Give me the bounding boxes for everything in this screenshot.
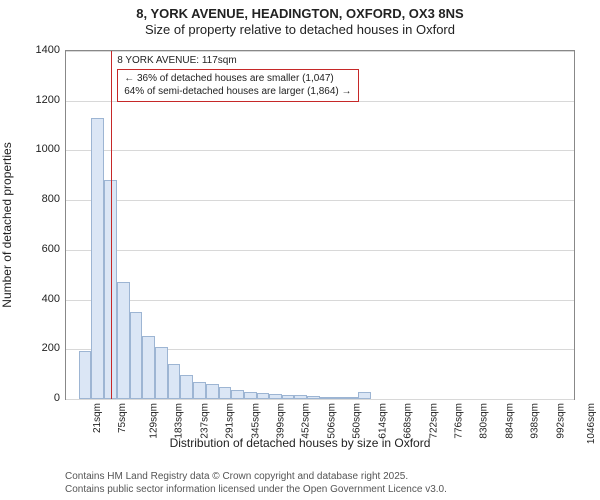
property-marker-line [111, 51, 112, 399]
x-tick-label: 237sqm [199, 403, 210, 439]
annotation-box: ← 36% of detached houses are smaller (1,… [117, 69, 358, 102]
footer-line-1: Contains HM Land Registry data © Crown c… [65, 471, 447, 484]
histogram-bar [206, 384, 219, 399]
y-tick-label: 400 [10, 293, 60, 305]
x-tick-label: 1046sqm [586, 403, 597, 444]
histogram-bar [168, 364, 181, 399]
x-tick-label: 884sqm [504, 403, 515, 439]
histogram-bar [257, 393, 270, 399]
y-tick-label: 600 [10, 243, 60, 255]
histogram-bar [219, 387, 232, 399]
histogram-bar [193, 382, 206, 399]
x-tick-label: 452sqm [301, 403, 312, 439]
histogram-bar [307, 396, 320, 399]
x-tick-label: 75sqm [117, 403, 128, 433]
x-tick-label: 560sqm [352, 403, 363, 439]
y-tick-label: 1200 [10, 94, 60, 106]
y-tick-label: 1000 [10, 143, 60, 155]
annotation-line-1: ← 36% of detached houses are smaller (1,… [124, 73, 351, 86]
histogram-bar [282, 395, 295, 399]
annotation-line-2: 64% of semi-detached houses are larger (… [124, 86, 351, 99]
y-tick-label: 1400 [10, 44, 60, 56]
x-tick-label: 776sqm [454, 403, 465, 439]
histogram-bar [244, 392, 257, 399]
histogram-bar [231, 390, 244, 399]
x-tick-label: 291sqm [225, 403, 236, 439]
histogram-bar [142, 336, 155, 399]
histogram-bar [332, 397, 345, 399]
histogram-bar [358, 392, 371, 399]
x-tick-label: 183sqm [174, 403, 185, 439]
histogram-bar [117, 282, 130, 399]
histogram-bar [320, 397, 333, 399]
histogram-bar [91, 118, 104, 399]
x-tick-label: 129sqm [148, 403, 159, 439]
x-tick-label: 345sqm [250, 403, 261, 439]
histogram-bar [79, 351, 92, 399]
page-subtitle: Size of property relative to detached ho… [0, 22, 600, 37]
x-tick-label: 668sqm [403, 403, 414, 439]
x-tick-label: 614sqm [377, 403, 388, 439]
x-tick-label: 830sqm [479, 403, 490, 439]
x-tick-label: 506sqm [326, 403, 337, 439]
y-tick-label: 800 [10, 193, 60, 205]
y-tick-label: 200 [10, 342, 60, 354]
histogram-bar [180, 375, 193, 399]
x-tick-label: 399sqm [276, 403, 287, 439]
histogram-bar [130, 312, 143, 399]
x-tick-label: 21sqm [92, 403, 103, 433]
footer-line-2: Contains public sector information licen… [65, 484, 447, 497]
histogram-bar [294, 395, 307, 399]
x-tick-label: 938sqm [530, 403, 541, 439]
histogram-plot: 8 YORK AVENUE: 117sqm ← 36% of detached … [65, 50, 575, 400]
y-tick-label: 0 [10, 392, 60, 404]
marker-callout: 8 YORK AVENUE: 117sqm [117, 55, 237, 66]
histogram-bar [155, 347, 168, 399]
x-tick-label: 992sqm [555, 403, 566, 439]
page-title: 8, YORK AVENUE, HEADINGTON, OXFORD, OX3 … [0, 6, 600, 21]
y-axis-title: Number of detached properties [0, 142, 14, 307]
x-tick-label: 722sqm [428, 403, 439, 439]
histogram-bar [269, 394, 282, 399]
footer-attribution: Contains HM Land Registry data © Crown c… [65, 471, 447, 496]
histogram-bar [345, 397, 358, 399]
